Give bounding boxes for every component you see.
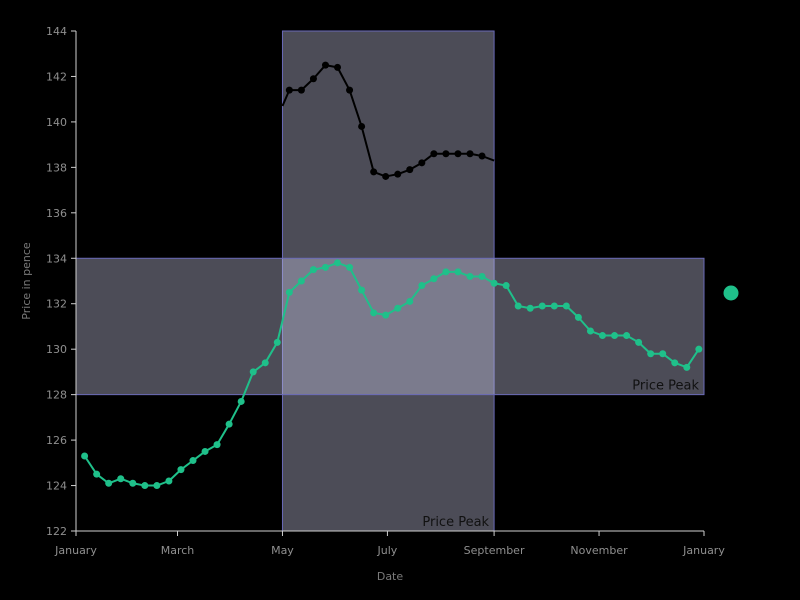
legend-marker: [723, 285, 739, 301]
series-point-1: [237, 397, 245, 405]
y-tick-label: 142: [46, 70, 67, 83]
series-point-1: [442, 268, 450, 276]
y-tick-label: 126: [46, 434, 67, 447]
series-point-1: [598, 332, 606, 340]
horizontal-band: [75, 257, 705, 396]
y-tick-label: 136: [46, 207, 67, 220]
series-point-1: [189, 457, 197, 465]
series-point-1: [358, 286, 366, 294]
series-point-1: [273, 338, 281, 346]
series-point-1: [659, 350, 667, 358]
series-point-1: [382, 311, 390, 319]
y-tick-label: 138: [46, 161, 67, 174]
series-point-1: [454, 268, 462, 276]
x-axis-title: Date: [377, 570, 404, 583]
series-point-1: [370, 309, 378, 317]
y-tick-label: 132: [46, 298, 67, 311]
series-point-1: [165, 477, 173, 485]
y-tick-label: 122: [46, 525, 67, 538]
series-point-2: [466, 150, 474, 158]
series-point-1: [141, 482, 149, 490]
series-point-1: [695, 345, 703, 353]
series-point-1: [430, 275, 438, 283]
series-point-2: [430, 150, 438, 158]
series-point-1: [93, 470, 101, 478]
series-point-2: [478, 152, 486, 160]
series-point-2: [309, 75, 317, 83]
x-tick-label: January: [54, 544, 97, 557]
series-point-1: [574, 313, 582, 321]
vertical-band-label: Price Peak: [422, 515, 489, 530]
series-point-1: [321, 263, 329, 271]
series-point-1: [213, 441, 221, 449]
series-point-1: [117, 475, 125, 483]
series-point-2: [334, 63, 342, 71]
series-point-2: [297, 86, 305, 94]
series-point-1: [466, 272, 474, 280]
series-point-1: [346, 263, 354, 271]
series-point-1: [261, 359, 269, 367]
series-point-1: [611, 332, 619, 340]
vertical-band: [281, 30, 495, 532]
series-point-1: [285, 288, 293, 296]
series-point-1: [129, 479, 137, 487]
series-point-1: [478, 272, 486, 280]
x-tick-label: March: [161, 544, 195, 557]
series-line-1: [83, 261, 700, 487]
series-point-1: [394, 304, 402, 312]
series-point-1: [309, 266, 317, 274]
series-point-2: [454, 150, 462, 158]
series-point-1: [550, 302, 558, 310]
series-point-2: [442, 150, 450, 158]
series-point-1: [635, 338, 643, 346]
series-point-1: [562, 302, 570, 310]
series-point-1: [201, 447, 209, 455]
x-tick-label: January: [682, 544, 725, 557]
series-point-1: [647, 350, 655, 358]
y-tick-label: 134: [46, 252, 67, 265]
y-tick-label: 140: [46, 116, 67, 129]
series-point-1: [153, 482, 161, 490]
series-point-1: [538, 302, 546, 310]
series-point-1: [81, 452, 89, 460]
series-point-2: [382, 172, 390, 180]
series-point-1: [334, 259, 342, 267]
series-point-1: [297, 277, 305, 285]
series-point-2: [370, 168, 378, 176]
series-point-1: [526, 304, 534, 312]
series-point-1: [249, 368, 257, 376]
series-point-2: [321, 61, 329, 69]
series-point-1: [671, 359, 679, 367]
series-point-1: [586, 327, 594, 335]
y-tick-label: 144: [46, 25, 67, 38]
series-point-1: [502, 282, 510, 290]
series-point-2: [418, 159, 426, 167]
series-point-2: [346, 86, 354, 94]
x-tick-label: September: [464, 544, 525, 557]
horizontal-band-label: Price Peak: [632, 379, 699, 394]
series-point-2: [406, 166, 414, 174]
series-point-2: [358, 122, 366, 130]
y-tick-label: 130: [46, 343, 67, 356]
series-point-1: [683, 363, 691, 371]
series-point-2: [285, 86, 293, 94]
series-point-1: [418, 282, 426, 290]
series-point-1: [105, 479, 113, 487]
x-tick-label: November: [570, 544, 628, 557]
series-point-1: [623, 332, 631, 340]
series-point-1: [225, 420, 233, 428]
y-tick-label: 124: [46, 480, 67, 493]
series-point-1: [490, 279, 498, 287]
x-tick-label: May: [271, 544, 294, 557]
x-tick-label: July: [377, 544, 398, 557]
y-tick-label: 128: [46, 389, 67, 402]
series-point-1: [177, 466, 185, 474]
series-point-1: [514, 302, 522, 310]
series-point-2: [394, 170, 402, 178]
series-point-1: [406, 297, 414, 305]
y-axis-title: Price in pence: [20, 242, 33, 320]
